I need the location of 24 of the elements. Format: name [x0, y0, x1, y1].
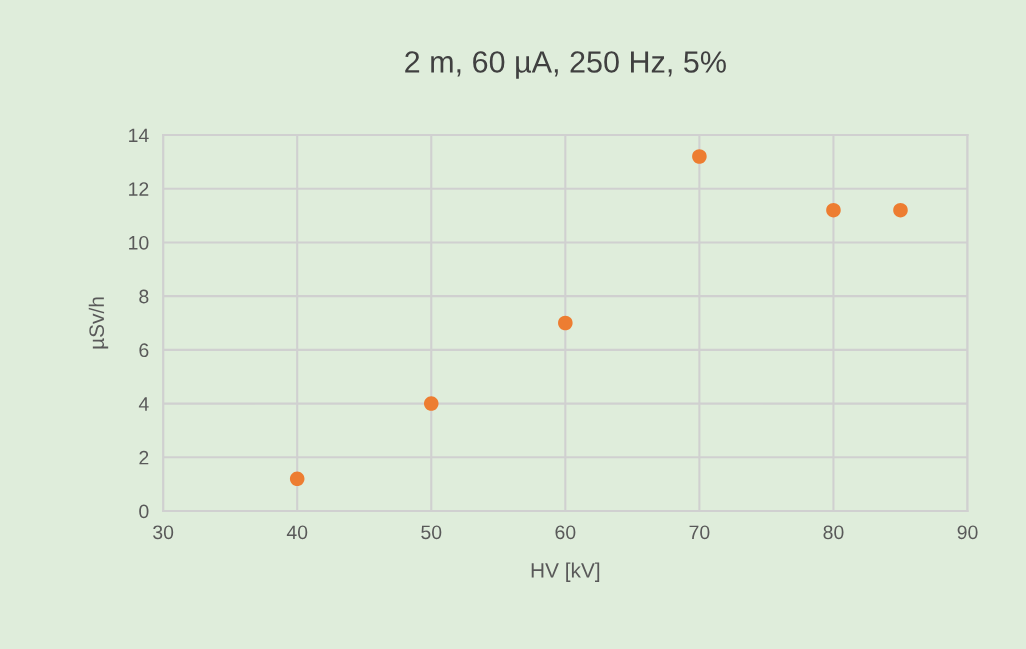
point — [826, 202, 841, 218]
y-tick-label: 0 — [139, 504, 149, 519]
point — [558, 315, 573, 331]
x-tick-label: 40 — [286, 525, 308, 540]
y-tick-label: 6 — [139, 343, 149, 358]
point — [423, 396, 439, 411]
y-tick-label: 2 — [139, 450, 149, 465]
y-tick-label: 14 — [129, 128, 149, 143]
x-tick-label: 90 — [957, 525, 978, 540]
point — [692, 149, 707, 164]
x-tick-label: 30 — [153, 525, 174, 540]
chart-title: 2 m, 60 µA, 250 Hz, 5% — [405, 51, 726, 79]
x-tick-label: 80 — [823, 525, 844, 540]
y-tick-label: 4 — [138, 397, 149, 411]
x-tick-label: 60 — [555, 525, 576, 540]
point — [289, 471, 305, 487]
x-tick-label: 70 — [689, 525, 710, 540]
y-tick-label: 8 — [139, 289, 149, 304]
x-axis-title: HV [kV] — [531, 562, 600, 582]
y-tick-label: 12 — [129, 182, 149, 196]
x-tick-label: 50 — [421, 525, 442, 540]
y-tick-label: 10 — [129, 235, 149, 250]
y-axis-title: µSv/h — [88, 297, 109, 349]
point — [893, 202, 908, 218]
